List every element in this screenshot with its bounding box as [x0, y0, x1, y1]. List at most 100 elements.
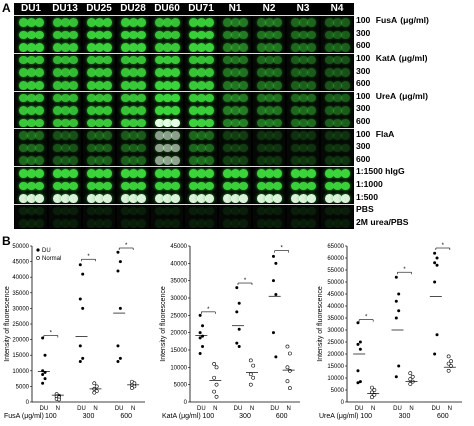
spot [325, 30, 334, 40]
spot [291, 194, 300, 203]
spot [307, 131, 316, 140]
blot-cell [253, 167, 285, 203]
spot [87, 80, 96, 90]
spot [291, 93, 300, 103]
spot [53, 156, 62, 166]
significance-star: * [244, 278, 247, 284]
column-header-du60: DU60 [154, 3, 180, 14]
spot [299, 143, 308, 153]
du-point [435, 256, 439, 260]
spot [95, 143, 104, 153]
spot [155, 131, 164, 140]
spot [95, 93, 104, 103]
spot [341, 43, 350, 52]
spot [171, 131, 180, 140]
spot [27, 206, 36, 216]
concentration-label: 600 [120, 413, 132, 420]
spot [69, 131, 78, 140]
spot [95, 156, 104, 166]
spot [87, 169, 96, 178]
spot [273, 93, 282, 103]
du-point [397, 364, 401, 368]
spot [325, 68, 334, 77]
blot-cell [185, 204, 217, 228]
spot [325, 93, 334, 103]
spot [273, 55, 282, 65]
spot [299, 93, 308, 103]
spot [231, 194, 240, 203]
row-label-first: 100 FlaA [356, 129, 394, 139]
du-point [433, 251, 437, 255]
blot-cell [219, 129, 251, 166]
spot [35, 106, 44, 115]
spot [223, 194, 232, 203]
blot-cell [185, 53, 217, 90]
blot-cell [287, 91, 319, 128]
blot-cell [151, 16, 183, 52]
y-tick-label: 20000 [327, 352, 344, 358]
spot [333, 131, 342, 140]
blot-cell [253, 129, 285, 166]
spot [171, 206, 180, 216]
spot [223, 131, 232, 140]
spot [121, 43, 130, 52]
spot [171, 18, 180, 27]
spot [87, 206, 96, 216]
spot [291, 68, 300, 77]
spot [265, 131, 274, 140]
spot [257, 143, 266, 153]
spot [333, 93, 342, 103]
du-point [274, 293, 278, 297]
spot [137, 30, 146, 40]
spot [265, 169, 274, 178]
spot [27, 118, 36, 128]
spot [307, 143, 316, 153]
spot [163, 93, 172, 103]
spot [163, 68, 172, 77]
significance-star: * [207, 307, 210, 313]
spot [137, 143, 146, 153]
spot [155, 18, 164, 27]
spot [171, 80, 180, 90]
spot [231, 143, 240, 153]
du-point [116, 359, 120, 363]
spot [239, 93, 248, 103]
spot [171, 106, 180, 115]
spot [189, 143, 198, 153]
blot-cell [287, 16, 319, 52]
spot [87, 143, 96, 153]
spot [325, 118, 334, 128]
spot [155, 194, 164, 203]
blot-cell [49, 129, 81, 166]
spot [95, 118, 104, 128]
spot [197, 219, 206, 228]
spot [231, 18, 240, 27]
normal-point [446, 354, 451, 359]
y-tick-label: 45000 [327, 292, 344, 298]
spot [341, 80, 350, 90]
spot [325, 80, 334, 90]
spot [265, 93, 274, 103]
concentration-label: 300 [83, 413, 95, 420]
row-label: 300 [356, 65, 371, 76]
du-point [235, 286, 239, 290]
blot-cell [253, 204, 285, 228]
spot [155, 106, 164, 115]
spot [61, 219, 70, 228]
blot-cell [185, 167, 217, 203]
spot [53, 18, 62, 27]
significance-star: * [365, 315, 368, 321]
blot-cell [185, 16, 217, 52]
du-point [201, 345, 205, 349]
normal-point [285, 344, 290, 349]
spot [223, 80, 232, 90]
spot [307, 219, 316, 228]
spot [155, 156, 164, 166]
spot [205, 30, 214, 40]
column-header-du28: DU28 [120, 3, 146, 14]
spot [257, 18, 266, 27]
block-separator [14, 166, 354, 168]
spot [299, 219, 308, 228]
spot [35, 55, 44, 65]
spot [103, 118, 112, 128]
